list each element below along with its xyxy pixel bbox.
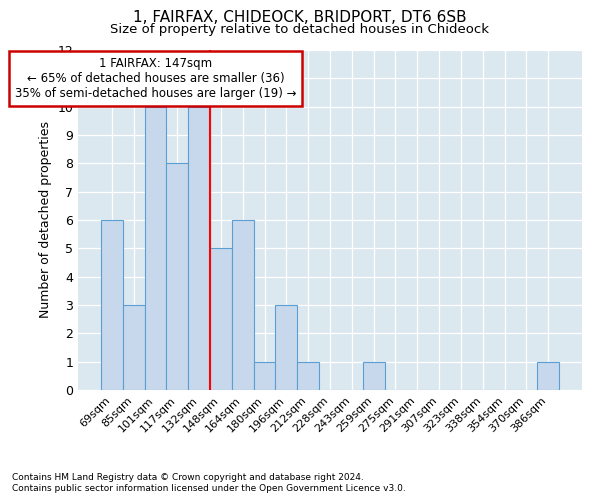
Bar <box>363 362 385 390</box>
Bar <box>275 305 297 390</box>
Bar <box>166 164 188 390</box>
Bar <box>123 305 145 390</box>
Bar <box>188 106 210 390</box>
Bar <box>254 362 275 390</box>
Bar <box>145 106 166 390</box>
Text: Size of property relative to detached houses in Chideock: Size of property relative to detached ho… <box>110 22 490 36</box>
Text: Contains public sector information licensed under the Open Government Licence v3: Contains public sector information licen… <box>12 484 406 493</box>
Bar <box>210 248 232 390</box>
Y-axis label: Number of detached properties: Number of detached properties <box>39 122 52 318</box>
Text: Contains HM Land Registry data © Crown copyright and database right 2024.: Contains HM Land Registry data © Crown c… <box>12 472 364 482</box>
Bar <box>297 362 319 390</box>
Text: 1, FAIRFAX, CHIDEOCK, BRIDPORT, DT6 6SB: 1, FAIRFAX, CHIDEOCK, BRIDPORT, DT6 6SB <box>133 10 467 25</box>
Bar <box>232 220 254 390</box>
Bar <box>537 362 559 390</box>
Text: 1 FAIRFAX: 147sqm
← 65% of detached houses are smaller (36)
35% of semi-detached: 1 FAIRFAX: 147sqm ← 65% of detached hous… <box>15 57 296 100</box>
Bar <box>101 220 123 390</box>
